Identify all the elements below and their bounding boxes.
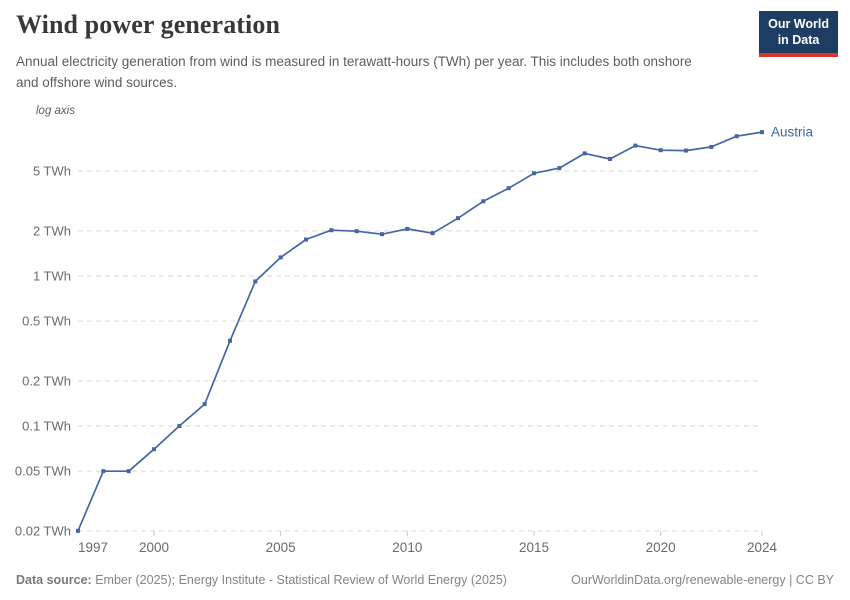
log-axis-note: log axis (36, 105, 75, 117)
y-axis-tick-label: 5 TWh (33, 164, 71, 179)
data-point[interactable] (684, 148, 688, 153)
data-point[interactable] (532, 171, 536, 176)
data-point[interactable] (354, 229, 359, 234)
data-point[interactable] (202, 402, 207, 407)
data-point[interactable] (658, 148, 663, 153)
data-point[interactable] (582, 151, 587, 156)
owid-logo-line1: Our World (768, 17, 829, 31)
data-point[interactable] (608, 156, 612, 161)
data-point[interactable] (506, 186, 511, 191)
data-point[interactable] (456, 216, 460, 221)
data-point[interactable] (253, 279, 258, 284)
data-point[interactable] (481, 199, 486, 204)
data-point[interactable] (380, 232, 384, 237)
data-point[interactable] (126, 469, 131, 474)
data-source-note: Data source: Ember (2025); Energy Instit… (16, 573, 507, 587)
data-point[interactable] (760, 130, 764, 135)
owid-logo-line2: in Data (777, 33, 820, 48)
data-point[interactable] (228, 338, 232, 343)
y-axis-tick-label: 0.05 TWh (15, 464, 71, 479)
y-axis-tick-label: 0.02 TWh (15, 523, 71, 538)
x-axis-tick-label: 2010 (392, 540, 422, 555)
data-point[interactable] (278, 255, 283, 260)
y-axis-tick-label: 0.5 TWh (22, 314, 71, 329)
y-axis-tick-label: 2 TWh (33, 223, 71, 238)
data-point[interactable] (405, 226, 410, 231)
data-line[interactable] (77, 131, 763, 532)
data-point[interactable] (709, 144, 714, 149)
y-axis-tick-label: 0.1 TWh (22, 419, 71, 434)
x-axis-tick-label: 2000 (139, 540, 169, 555)
data-point[interactable] (177, 424, 182, 428)
chart-header: Wind power generation Annual electricity… (16, 10, 756, 94)
x-axis-tick-label: 2005 (266, 540, 296, 555)
x-axis-tick-label: 2020 (646, 540, 676, 555)
series-end-label[interactable]: Austria (771, 125, 814, 140)
x-axis-tick-label: 2024 (747, 540, 778, 555)
data-point[interactable] (633, 143, 638, 148)
data-point[interactable] (152, 447, 156, 452)
data-point[interactable] (557, 166, 562, 171)
x-axis-tick-label: 1997 (78, 540, 108, 555)
page-title: Wind power generation (16, 10, 281, 39)
data-point[interactable] (76, 528, 80, 533)
data-point[interactable] (734, 134, 739, 139)
data-point[interactable] (329, 228, 334, 233)
data-point[interactable] (430, 231, 435, 236)
data-point[interactable] (304, 237, 308, 242)
data-source-label: Data source: (16, 573, 92, 587)
data-point[interactable] (101, 469, 106, 474)
owid-link[interactable]: OurWorldinData.org/renewable-energy | CC… (571, 573, 834, 587)
y-axis-tick-label: 0.2 TWh (22, 373, 71, 388)
chart-footer: Data source: Ember (2025); Energy Instit… (16, 573, 834, 587)
owid-logo[interactable]: Our World in Data (759, 11, 838, 57)
chart-subtitle: Annual electricity generation from wind … (16, 54, 692, 90)
y-axis-tick-label: 1 TWh (33, 269, 71, 284)
data-source-text: Ember (2025); Energy Institute - Statist… (91, 573, 507, 587)
x-axis-tick-label: 2015 (519, 540, 549, 555)
